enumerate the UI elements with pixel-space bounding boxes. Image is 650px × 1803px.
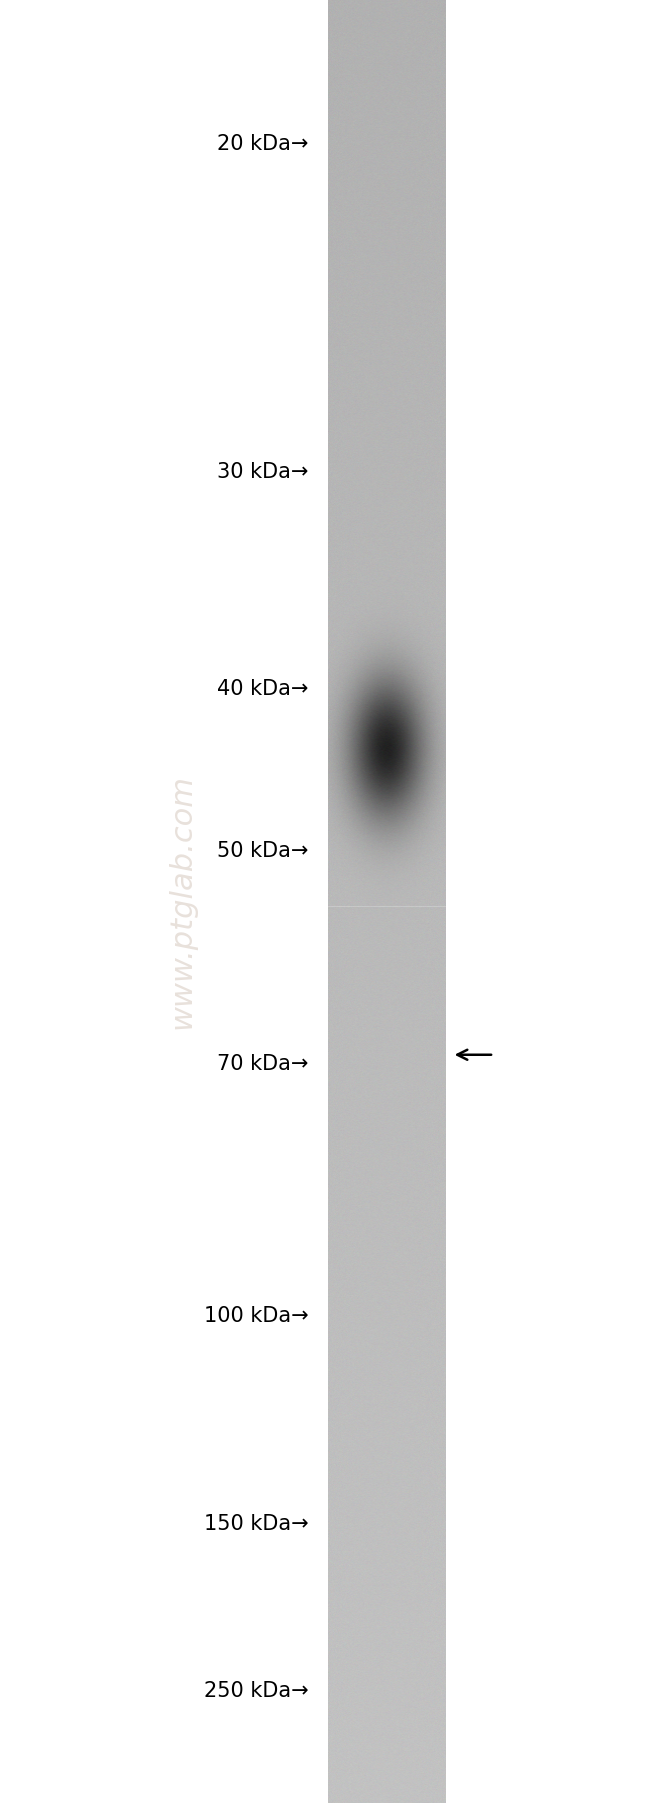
Text: 250 kDa→: 250 kDa→	[204, 1680, 309, 1702]
Text: 50 kDa→: 50 kDa→	[217, 840, 309, 862]
Text: www.ptglab.com: www.ptglab.com	[168, 773, 196, 1030]
Text: 70 kDa→: 70 kDa→	[217, 1053, 309, 1075]
Text: 30 kDa→: 30 kDa→	[217, 462, 309, 483]
Text: 40 kDa→: 40 kDa→	[217, 678, 309, 700]
Text: 20 kDa→: 20 kDa→	[217, 133, 309, 155]
Text: 100 kDa→: 100 kDa→	[204, 1305, 309, 1327]
Text: 150 kDa→: 150 kDa→	[204, 1513, 309, 1534]
